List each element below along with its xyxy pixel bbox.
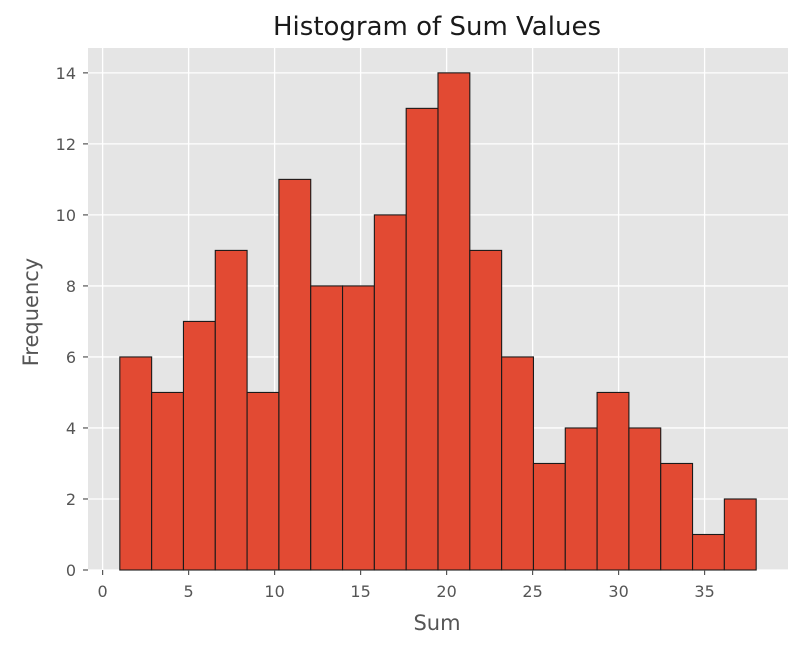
bar-6 [310,285,344,571]
x-axis-label: Sum [413,611,460,635]
bar-17 [660,462,694,571]
y-axis-label: Frequency [19,258,43,367]
bar-5 [278,178,312,571]
bar-16 [628,427,662,571]
x-tick-label-2: 10 [264,582,284,601]
bar-3 [214,249,248,571]
bar-12 [501,356,535,571]
x-tick-label-7: 35 [694,582,714,601]
y-axis: 0 2 4 6 8 10 12 14 [56,64,88,580]
bar-15 [596,391,630,571]
x-tick-label-6: 30 [608,582,628,601]
bar-9 [405,107,439,571]
bar-8 [373,214,407,571]
y-tick-label-1: 2 [66,490,76,509]
y-tick-label-5: 10 [56,206,76,225]
bar-0 [119,356,153,571]
y-tick-label-4: 8 [66,277,76,296]
bar-1 [151,391,185,571]
y-tick-label-6: 12 [56,135,76,154]
x-tick-label-0: 0 [98,582,108,601]
x-tick-label-3: 15 [350,582,370,601]
bar-19 [723,498,757,571]
bar-18 [691,533,725,571]
histogram-bars [119,72,757,571]
y-tick-label-0: 0 [66,561,76,580]
x-axis: 0 5 10 15 20 25 30 35 [98,570,715,601]
bar-7 [341,285,375,571]
y-tick-label-3: 6 [66,348,76,367]
chart-title: Histogram of Sum Values [273,12,601,42]
x-tick-label-1: 5 [184,582,194,601]
y-tick-label-2: 4 [66,419,76,438]
y-tick-label-7: 14 [56,64,76,83]
x-tick-label-5: 25 [522,582,542,601]
bar-2 [182,320,216,571]
x-tick-label-4: 20 [436,582,456,601]
bar-13 [532,462,566,571]
bar-4 [246,391,280,571]
bar-11 [469,249,503,571]
bar-10 [437,72,471,571]
bar-14 [564,427,598,571]
